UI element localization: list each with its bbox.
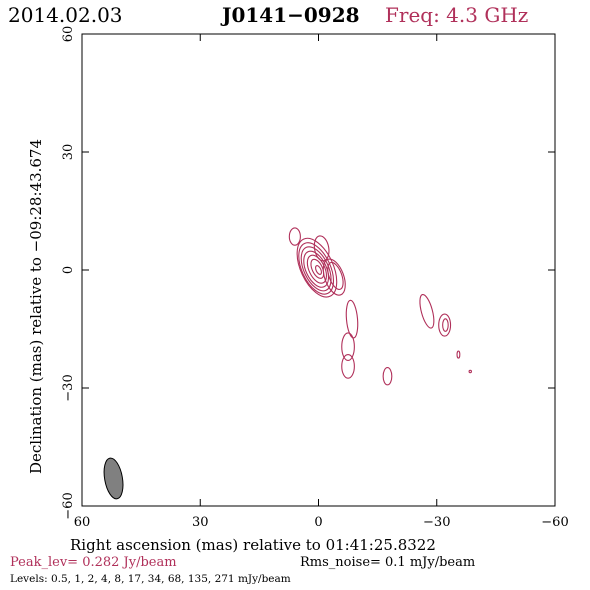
beam-ellipse-group (103, 457, 124, 500)
plot-frame (81, 33, 556, 507)
contour-lines (288, 227, 472, 386)
contour-14 (382, 366, 393, 386)
contour-0 (315, 265, 322, 275)
y-tick-label-3: 30 (61, 144, 76, 161)
x-tick-label-0: 60 (74, 515, 91, 530)
contour-10 (288, 227, 301, 246)
contour-15 (419, 293, 435, 329)
x-axis-label: Right ascension (mas) relative to 01:41:… (70, 536, 436, 554)
contour-13 (341, 354, 355, 379)
contour-11 (345, 299, 359, 339)
contour-16 (438, 313, 452, 337)
x-tick-label-3: −30 (423, 515, 450, 530)
contour-3 (303, 250, 330, 288)
contour-18 (456, 350, 461, 359)
contour-19 (468, 369, 472, 374)
contour-5 (298, 242, 335, 295)
contour-6 (296, 237, 338, 298)
contour-7 (327, 261, 344, 290)
contour-12 (341, 332, 355, 362)
x-tick-label-4: −60 (541, 515, 568, 530)
contour-9 (313, 235, 330, 262)
beam-ellipse (103, 457, 124, 500)
axis-tick-labels: 60 30 0 −30 −60 −60 −30 0 30 60 (61, 26, 569, 530)
y-tick-label-0: −60 (61, 492, 76, 519)
peak-level: Peak_lev= 0.282 Jy/beam (10, 555, 177, 570)
y-tick-label-1: −30 (61, 374, 76, 401)
contour-1 (310, 258, 325, 279)
frequency-label: Freq: 4.3 GHz (385, 3, 528, 27)
contour-4 (300, 246, 332, 292)
source-name: J0141−0928 (220, 3, 360, 27)
observation-date: 2014.02.03 (8, 3, 123, 27)
x-tick-label-1: 30 (192, 515, 209, 530)
rms-noise: Rms_noise= 0.1 mJy/beam (300, 555, 475, 570)
contour-17 (442, 318, 449, 332)
y-tick-label-4: 60 (61, 26, 76, 43)
y-axis-label: Declination (mas) relative to −09:28:43.… (27, 139, 45, 474)
x-tick-label-2: 0 (314, 515, 322, 530)
contour-8 (322, 258, 346, 296)
y-tick-label-2: 0 (61, 266, 76, 274)
axis-ticks (81, 33, 556, 507)
contour-levels: Levels: 0.5, 1, 2, 4, 8, 17, 34, 68, 135… (10, 573, 291, 585)
